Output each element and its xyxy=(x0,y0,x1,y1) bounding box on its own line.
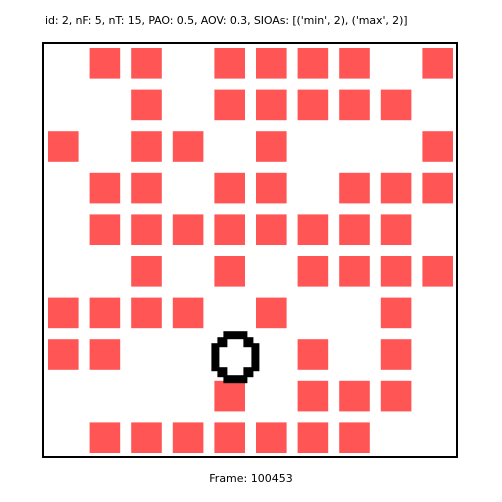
grid-tile xyxy=(131,48,162,79)
grid-tile xyxy=(214,422,245,453)
grid-tile xyxy=(297,48,329,79)
grid-tile xyxy=(422,256,453,287)
grid-tile xyxy=(214,48,245,79)
grid-tile xyxy=(214,89,245,121)
grid-tile xyxy=(339,256,370,287)
grid-tile xyxy=(89,214,121,245)
grid-tile xyxy=(380,256,412,287)
grid-tile xyxy=(131,172,162,204)
grid-tile xyxy=(131,422,162,453)
grid-tile xyxy=(256,297,287,329)
grid-tile xyxy=(89,422,121,453)
grid-tile xyxy=(380,89,412,121)
ring-agent-icon xyxy=(211,331,260,384)
grid-tile xyxy=(297,422,329,453)
grid-tile xyxy=(89,297,121,329)
grid-tile xyxy=(131,131,162,162)
grid-tile xyxy=(297,339,329,370)
frame-counter: Frame: 100453 xyxy=(209,472,293,485)
grid-tile xyxy=(297,214,329,245)
grid-tile xyxy=(380,297,412,329)
grid-tile xyxy=(380,380,412,412)
grid-tile xyxy=(339,214,370,245)
grid-tile xyxy=(89,339,121,370)
grid-tile xyxy=(172,131,204,162)
grid-tile xyxy=(339,380,370,412)
grid-tile xyxy=(380,214,412,245)
grid-tile xyxy=(89,172,121,204)
grid-tile xyxy=(172,422,204,453)
grid-tile xyxy=(422,48,453,79)
grid-tile xyxy=(48,339,79,370)
grid-tile xyxy=(256,89,287,121)
grid-tile xyxy=(339,89,370,121)
grid-tile xyxy=(131,256,162,287)
grid-tile xyxy=(131,214,162,245)
grid-tile xyxy=(48,297,79,329)
grid-tile xyxy=(422,131,453,162)
grid-tile xyxy=(89,48,121,79)
grid-tile xyxy=(297,380,329,412)
grid-tile xyxy=(131,297,162,329)
grid-tile xyxy=(214,214,245,245)
grid-tile xyxy=(256,48,287,79)
grid-tile xyxy=(214,172,245,204)
grid-tile xyxy=(172,297,204,329)
grid-tile xyxy=(131,89,162,121)
grid-tile xyxy=(422,172,453,204)
grid-tile xyxy=(380,172,412,204)
grid-tile xyxy=(172,214,204,245)
info-header: id: 2, nF: 5, nT: 15, PAO: 0.5, AOV: 0.3… xyxy=(45,14,408,27)
grid-tile xyxy=(297,256,329,287)
board-canvas xyxy=(48,48,453,453)
grid-tile xyxy=(339,422,370,453)
grid-tile xyxy=(339,172,370,204)
grid-tile xyxy=(214,256,245,287)
grid-tile xyxy=(297,89,329,121)
game-board xyxy=(42,42,458,458)
grid-tile xyxy=(256,172,287,204)
grid-tile xyxy=(380,339,412,370)
grid-tile xyxy=(48,131,79,162)
grid-tile xyxy=(256,422,287,453)
grid-tile xyxy=(339,48,370,79)
grid-tile xyxy=(256,131,287,162)
grid-tile xyxy=(214,380,245,412)
grid-tile xyxy=(256,214,287,245)
